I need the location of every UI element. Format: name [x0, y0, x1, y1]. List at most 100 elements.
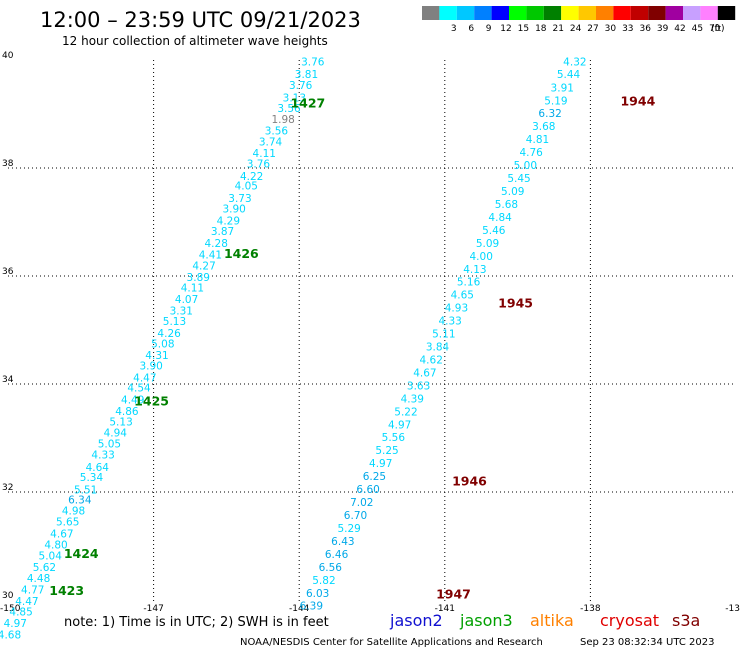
wave-height-value: 5.25: [375, 445, 398, 457]
wave-height-value: 3.73: [228, 193, 251, 205]
wave-height-value: 4.33: [438, 316, 461, 328]
legend-swatch: [630, 6, 649, 20]
legend-swatch: [561, 6, 579, 20]
satellite-name: jason3: [459, 611, 513, 630]
axis-labels: -150 -147 -144 -141 -138 -13 40 38 36 34 32 30: [0, 51, 740, 614]
pass-time-label: 1424: [64, 546, 99, 561]
wave-height-value: 4.86: [115, 406, 139, 418]
wave-height-value: 5.62: [33, 562, 56, 574]
wave-height-value: 4.81: [526, 134, 549, 146]
legend-label: 3: [451, 24, 457, 34]
satellite-legend: jason2 jason3 altika cryosat s3a: [389, 611, 700, 630]
wave-height-value: 5.09: [501, 186, 524, 198]
wave-height-value: 4.27: [192, 261, 215, 273]
lon-tick-label: -144: [289, 604, 310, 614]
wave-height-value: 4.85: [9, 607, 32, 619]
wave-height-value: 3.63: [407, 380, 430, 392]
legend-label: 70: [709, 24, 721, 34]
wave-height-value: 4.00: [470, 251, 493, 263]
wave-height-value: 1.98: [271, 114, 294, 126]
pass-time-label: 1945: [498, 295, 533, 310]
legend-label: 18: [535, 24, 547, 34]
wave-height-value: 4.33: [91, 450, 114, 462]
legend-swatch: [439, 6, 457, 20]
legend-swatch: [526, 6, 544, 20]
satellite-tracks: 3.763.813.763.133.561.983.563.744.113.76…: [0, 56, 587, 641]
wave-height-value: 5.16: [457, 277, 481, 289]
wave-height-value: 6.56: [319, 562, 343, 574]
wave-height-value: 6.25: [363, 471, 386, 483]
wave-height-value: 4.39: [401, 393, 424, 405]
wave-height-value: 3.91: [551, 82, 574, 94]
pass-time-label: 1947: [436, 586, 471, 601]
wave-height-value: 6.03: [306, 588, 329, 600]
wave-height-value: 5.11: [432, 329, 455, 341]
pass-time-label: 1944: [620, 93, 655, 108]
lon-tick-label: -150: [0, 604, 21, 614]
wave-height-value: 4.32: [563, 56, 586, 68]
wave-height-value: 4.93: [445, 303, 468, 315]
wave-height-value: 6.34: [68, 494, 92, 506]
wave-height-value: 4.62: [420, 354, 443, 366]
legend-label: 42: [674, 24, 685, 34]
wave-height-value: 4.97: [369, 458, 392, 470]
legend-label: 9: [486, 24, 492, 34]
west-track: 3.763.813.763.133.561.983.563.744.113.76…: [0, 56, 325, 641]
map-title: 12:00 – 23:59 UTC 09/21/2023: [40, 8, 361, 32]
wave-height-value: 4.11: [181, 283, 204, 295]
lat-tick-label: 30: [2, 591, 14, 601]
wave-height-value: 4.49: [121, 394, 144, 406]
wave-height-value: 4.22: [240, 171, 263, 183]
wave-height-value: 3.76: [247, 158, 271, 170]
legend-label: 36: [639, 24, 651, 34]
wave-height-value: 5.45: [507, 173, 530, 185]
wave-height-value: 3.56: [265, 126, 289, 138]
satellite-name: cryosat: [600, 611, 659, 630]
legend-label: 45: [692, 24, 703, 34]
wave-height-value: 4.65: [451, 290, 474, 302]
wave-height-value: 5.46: [482, 225, 506, 237]
legend-swatch: [683, 6, 701, 20]
wave-height-value: 4.05: [235, 181, 258, 193]
lat-tick-label: 32: [2, 483, 13, 493]
wave-height-value: 4.13: [463, 264, 486, 276]
legend-swatch: [422, 6, 440, 20]
satellite-name: jason2: [389, 611, 443, 630]
wave-height-value: 6.60: [356, 484, 379, 496]
wave-height-value: 7.02: [350, 497, 373, 509]
wave-height-value: 4.48: [27, 573, 50, 585]
wave-height-value: 5.22: [394, 406, 417, 418]
wave-height-value: 5.65: [56, 516, 79, 528]
wave-height-value: 4.97: [388, 419, 411, 431]
legend-swatch: [543, 6, 562, 20]
legend-swatch: [596, 6, 614, 20]
wave-height-value: 4.77: [21, 585, 44, 597]
wave-height-value: 3.31: [170, 305, 193, 317]
legend-swatch: [491, 6, 509, 20]
legend-swatch: [578, 6, 596, 20]
wave-height-value: 4.97: [4, 618, 27, 630]
legend-swatch: [613, 6, 631, 20]
wave-height-value: 3.84: [426, 342, 450, 354]
wave-height-value: 5.19: [544, 95, 567, 107]
footer-credit: NOAA/NESDIS Center for Satellite Applica…: [240, 637, 543, 648]
wave-height-value: 6.32: [538, 108, 561, 120]
pass-time-label: 1427: [290, 96, 325, 111]
wave-height-value: 4.94: [104, 427, 128, 439]
legend-swatch: [474, 6, 492, 20]
wave-height-value: 5.82: [312, 575, 335, 587]
wave-height-value: 5.68: [495, 199, 518, 211]
legend-unit: (ft): [711, 24, 725, 34]
legend-swatch: [665, 6, 683, 20]
wave-height-value: 5.29: [337, 523, 360, 535]
legend-label: 21: [552, 24, 563, 34]
pass-time-label: 1426: [224, 246, 259, 261]
wave-height-value: 3.74: [259, 136, 283, 148]
wave-height-legend: 3 6 9 12 15 18 21 24 27 30 33 36 39 42 45 70: [422, 6, 736, 34]
legend-swatch: [700, 6, 718, 20]
map-subtitle: 12 hour collection of altimeter wave hei…: [62, 34, 328, 48]
wave-height-value: 6.43: [331, 536, 354, 548]
wave-height-value: 6.39: [300, 601, 323, 613]
wave-height-value: 5.09: [476, 238, 499, 250]
